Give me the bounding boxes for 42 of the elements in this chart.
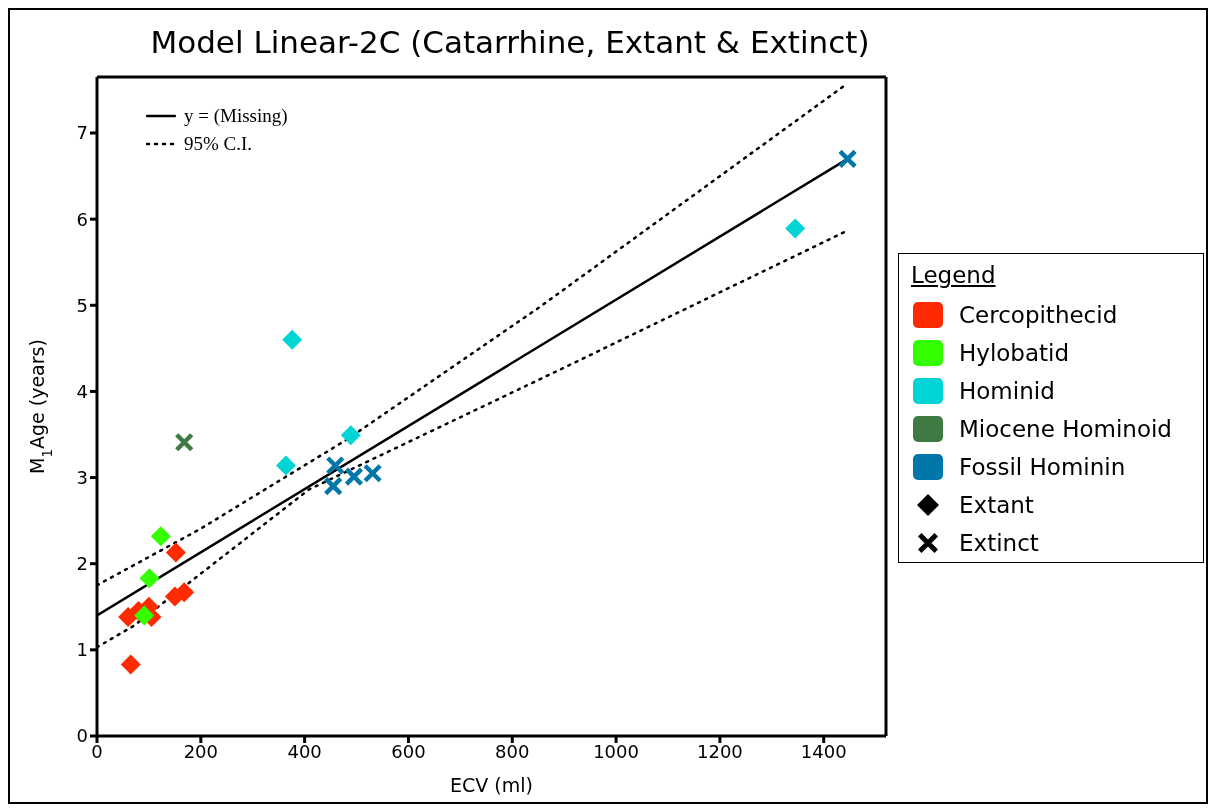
y-tick-label: 2 — [76, 553, 88, 575]
point — [139, 568, 160, 589]
x-tick-label: 800 — [495, 740, 530, 762]
point — [165, 542, 186, 563]
y-tick-label: 4 — [76, 380, 88, 402]
legend-label: Cercopithecid — [959, 302, 1118, 328]
y-tick-label: 5 — [76, 294, 88, 316]
x-tick-label: 1400 — [800, 740, 847, 762]
x-tick-label: 400 — [287, 740, 322, 762]
legend-label: Extant — [959, 492, 1034, 518]
y-tick-label: 1 — [76, 639, 88, 661]
legend-label: Extinct — [959, 530, 1039, 556]
point — [344, 466, 364, 487]
point — [785, 218, 806, 239]
y-tick-label: 6 — [76, 208, 88, 230]
x-tick-label: 1200 — [696, 740, 743, 762]
y-tick-label: 3 — [76, 466, 88, 488]
point — [174, 582, 195, 603]
legend-title: Legend — [911, 262, 997, 290]
point — [837, 149, 858, 169]
legend-label: Hominid — [959, 378, 1055, 404]
y-tick-label: 7 — [76, 122, 88, 144]
point — [150, 526, 171, 547]
point — [174, 432, 194, 452]
point — [362, 463, 383, 484]
legend-label: Miocene Hominoid — [959, 416, 1172, 442]
point — [120, 654, 141, 675]
chart-title: Model Linear-2C (Catarrhine, Extant & Extinct) — [149, 24, 871, 60]
x-tick-label: 1000 — [593, 740, 639, 762]
point — [282, 329, 303, 350]
point — [134, 605, 155, 626]
legend-label: y = (Missing) — [184, 105, 288, 127]
point — [275, 455, 296, 476]
x-tick-label: 200 — [183, 740, 218, 762]
y-tick-label: 0 — [76, 725, 88, 747]
x-tick-label: 600 — [391, 740, 426, 762]
legend-label: Hylobatid — [959, 340, 1070, 366]
x-tick-label: 0 — [91, 740, 103, 762]
x-axis-title: ECV (ml) — [450, 774, 533, 796]
point — [340, 425, 361, 446]
legend-label: 95% C.I. — [184, 133, 253, 155]
legend-label: Fossil Hominin — [959, 454, 1126, 480]
